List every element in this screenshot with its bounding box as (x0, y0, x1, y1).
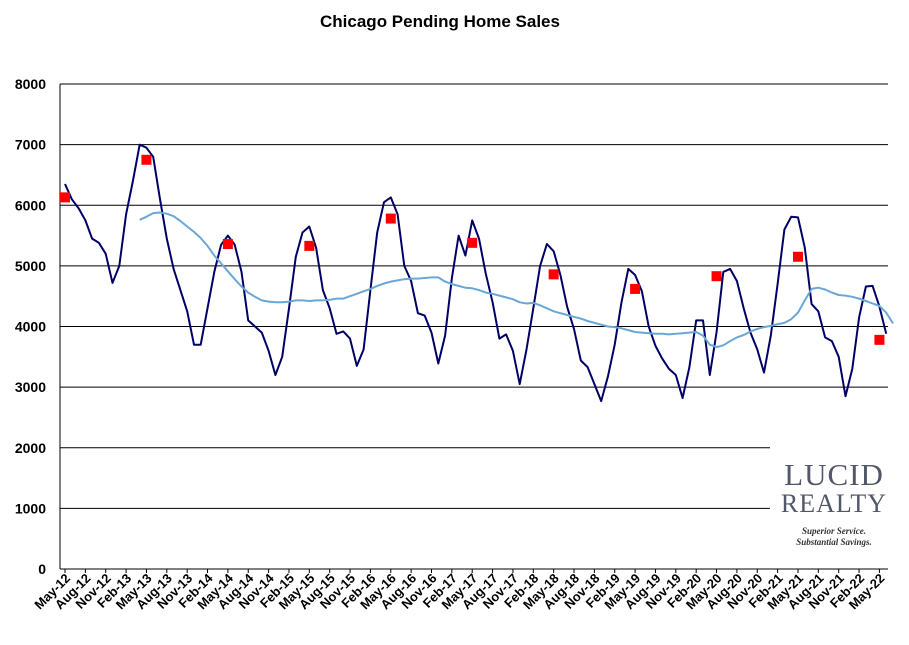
may-marker (548, 269, 559, 280)
grid (60, 83, 888, 509)
may-marker (222, 239, 233, 250)
may-marker (874, 334, 885, 345)
y-tick-label: 2000 (15, 440, 46, 456)
chart-title: Chicago Pending Home Sales (320, 12, 560, 31)
series-layer (60, 143, 894, 403)
y-tick-label: 7000 (15, 137, 46, 153)
moving-average-line (139, 211, 894, 349)
monthly-sales-line (64, 143, 888, 403)
y-tick-label: 1000 (15, 500, 46, 516)
logo-tagline-line1: Superior Service. (802, 526, 866, 536)
may-marker (792, 251, 803, 262)
may-marker (711, 271, 722, 282)
y-tick-label: 8000 (15, 76, 46, 92)
y-tick-label: 6000 (15, 197, 46, 213)
may-marker (467, 237, 478, 248)
may-marker (385, 213, 396, 224)
logo-tagline-line2: Substantial Savings. (796, 537, 872, 547)
x-tick-labels: May-12Aug-12Nov-12Feb-13May-13Aug-13Nov-… (31, 570, 887, 612)
y-tick-label: 0 (38, 561, 46, 577)
may-marker (304, 240, 315, 251)
axes (59, 84, 888, 573)
y-tick-labels: 0 1000 2000 3000 4000 5000 6000 7000 8000 (15, 76, 46, 577)
y-tick-label: 3000 (15, 379, 46, 395)
logo-wordmark-line1: LUCID (784, 457, 884, 492)
may-marker (630, 283, 641, 294)
lucid-realty-logo: LUCID REALTY Superior Service. Substanti… (780, 457, 888, 548)
may-marker (60, 192, 70, 203)
y-tick-label: 5000 (15, 258, 46, 274)
y-tick-label: 4000 (15, 319, 46, 335)
may-marker (141, 154, 152, 165)
logo-wordmark-line2: REALTY (780, 489, 888, 518)
